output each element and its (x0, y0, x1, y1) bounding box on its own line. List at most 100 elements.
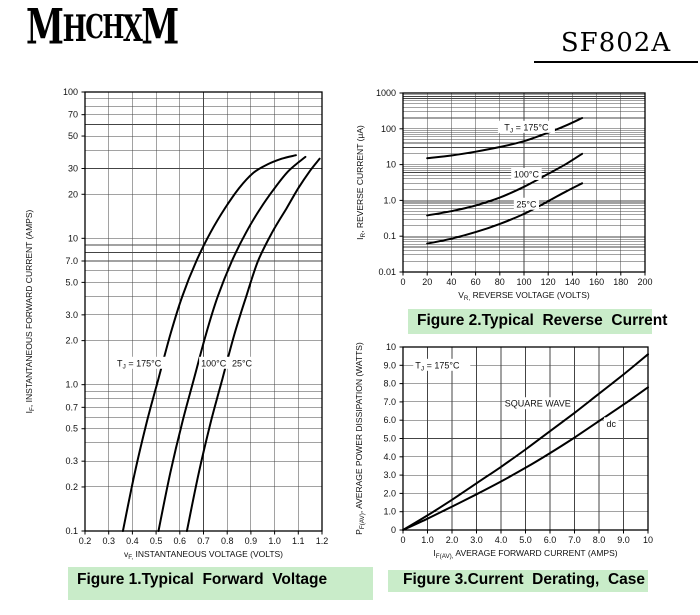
curve-label: TJ = 175°C (117, 358, 162, 370)
x-axis-label: vF, INSTANTANEOUS VOLTAGE (VOLTS) (124, 549, 283, 561)
series-curve (426, 152, 584, 217)
curve-label-box (497, 120, 555, 133)
x-tick-label: 0.6 (174, 536, 187, 546)
y-tick-label: 2.0 (383, 488, 396, 498)
curve-label-box (199, 356, 230, 369)
y-tick-label: 50 (68, 131, 78, 141)
x-tick-label: 1.2 (316, 536, 329, 546)
curve-label-box (114, 356, 172, 369)
x-tick-label: 5.0 (519, 535, 532, 545)
figure3-current-derating-chart: 0 1.0 2.0 3.0 4.0 5.0 6.0 7.0 8.0 9.0 10 10 9.0 8.0 7.… (354, 342, 653, 560)
y-tick-label: 0.3 (65, 456, 78, 466)
y-tick-label: 3.0 (65, 310, 78, 320)
y-tick-label: 9.0 (383, 360, 396, 370)
x-tick-label: 120 (541, 277, 556, 287)
logo-letter: H (62, 6, 86, 50)
x-tick-label: 80 (495, 277, 505, 287)
x-tick-label: 2.0 (446, 535, 459, 545)
x-tick-label: 100 (516, 277, 531, 287)
series-curve (157, 155, 307, 532)
logo-letter: X (122, 6, 143, 50)
x-tick-label: 40 (446, 277, 456, 287)
series-curve (426, 117, 584, 160)
figure2-caption: Figure 2.Typical Reverse Current (408, 309, 667, 334)
y-tick-label: 4.0 (383, 452, 396, 462)
x-tick-label: 1.1 (292, 536, 305, 546)
y-tick-label: 30 (68, 164, 78, 174)
x-tick-label: 0.5 (150, 536, 163, 546)
y-axis-label: PF(AV), AVERAGE POWER DISSIPATION (WATTS… (354, 342, 366, 535)
x-tick-label: 0.4 (126, 536, 139, 546)
x-axis-label: IF(AV), AVERAGE FORWARD CURRENT (AMPS) (433, 548, 617, 560)
logo-letter: M (141, 0, 179, 56)
y-tick-label: 0.1 (65, 526, 78, 536)
y-tick-label: 0.7 (65, 402, 78, 412)
logo-letter: H (102, 8, 124, 47)
x-tick-label: 0.2 (79, 536, 92, 546)
curve-label-box (413, 358, 471, 371)
curve-label: 25°C (232, 358, 253, 368)
x-tick-label: 9.0 (617, 535, 630, 545)
y-tick-label: 100 (63, 87, 78, 97)
x-tick-label: 0.9 (245, 536, 258, 546)
y-tick-label: 6.0 (383, 415, 396, 425)
curve-label-box (229, 356, 256, 369)
curve-label-box (506, 397, 569, 410)
y-tick-label: 1.0 (383, 195, 396, 205)
curve-label: TJ = 175°C (504, 122, 549, 134)
y-tick-label: 1000 (376, 88, 396, 98)
y-tick-label: 2.0 (65, 336, 78, 346)
figure3-caption: Figure 3.Current Derating, Case (388, 570, 648, 592)
curve-label-box (511, 167, 542, 180)
y-tick-label: 10 (386, 342, 396, 352)
figure1-forward-voltage-chart: 0.2 0.3 0.4 0.5 0.6 0.7 0.8 0.9 1.0 1.1 1.2 100 70 50… (24, 87, 329, 561)
x-tick-label: 7.0 (568, 535, 581, 545)
y-tick-label: 1.0 (383, 507, 396, 517)
figure2-reverse-current-chart: 0 20 40 60 80 100 120 140 160 180 200 1000 100 10 1.0 0… (355, 88, 653, 302)
y-axis-label: IF, INSTANTANEOUS FORWARD CURRENT (AMPS) (24, 210, 36, 414)
y-tick-label: 7.0 (383, 397, 396, 407)
curve-label: 100°C (201, 358, 227, 368)
x-tick-label: 1.0 (421, 535, 434, 545)
figure1-caption: Figure 1.Typical Forward Voltage (68, 567, 373, 600)
curve-label: 25°C (516, 199, 537, 209)
y-tick-label: 10 (68, 233, 78, 243)
x-tick-label: 8.0 (593, 535, 606, 545)
y-tick-label: 3.0 (383, 470, 396, 480)
logo-letter: C (85, 8, 104, 47)
x-tick-label: 0 (400, 535, 405, 545)
y-tick-label: 0.01 (378, 267, 396, 277)
x-tick-label: 140 (565, 277, 580, 287)
curve-label-box (603, 417, 619, 430)
y-tick-label: 70 (68, 110, 78, 120)
y-tick-label: 1.0 (65, 380, 78, 390)
x-tick-label: 4.0 (495, 535, 508, 545)
curve-label: 100°C (514, 169, 540, 179)
logo-letter: M (26, 0, 64, 56)
series-curve (402, 353, 649, 531)
x-tick-label: 1.0 (268, 536, 281, 546)
x-tick-label: 160 (589, 277, 604, 287)
y-tick-label: 8.0 (383, 379, 396, 389)
y-tick-label: 10 (386, 160, 396, 170)
x-tick-label: 0 (400, 277, 405, 287)
x-tick-label: 3.0 (470, 535, 483, 545)
x-tick-label: 6.0 (544, 535, 557, 545)
y-tick-label: 5.0 (65, 277, 78, 287)
x-tick-label: 0.3 (102, 536, 115, 546)
y-tick-label: 0 (391, 525, 396, 535)
y-tick-label: 100 (381, 124, 396, 134)
x-tick-label: 0.8 (221, 536, 234, 546)
x-tick-label: 200 (637, 277, 652, 287)
part-number: SF802A (534, 28, 698, 63)
y-tick-label: 0.5 (65, 424, 78, 434)
y-axis-label: IR, REVERSE CURRENT (μA) (355, 125, 367, 240)
curve-label: TJ = 175°C (415, 360, 460, 372)
curve-label-box (513, 197, 540, 210)
series-curve (426, 182, 584, 245)
x-axis-label: VR, REVERSE VOLTAGE (VOLTS) (458, 290, 590, 302)
series-curve (121, 154, 297, 532)
x-tick-label: 180 (613, 277, 628, 287)
y-tick-label: 7.0 (65, 256, 78, 266)
